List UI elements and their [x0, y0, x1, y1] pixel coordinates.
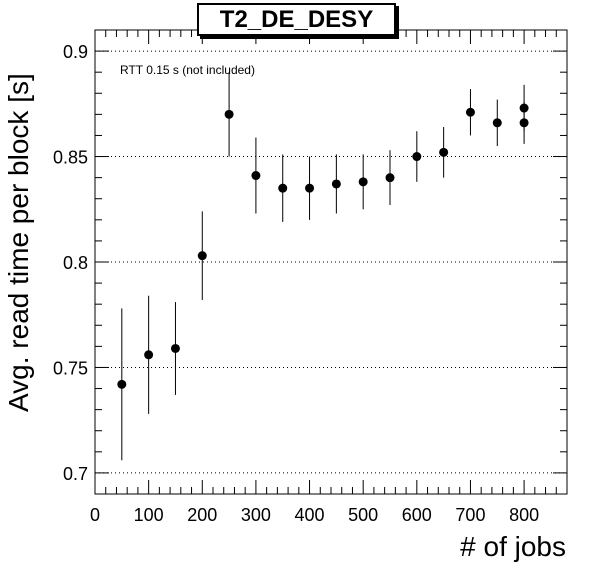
data-point — [465, 107, 475, 117]
data-point — [358, 177, 368, 187]
annotation: RTT 0.15 s (not included) — [120, 63, 255, 77]
y-tick-label: 0.85 — [53, 148, 88, 168]
y-tick-label: 0.8 — [63, 253, 88, 273]
grid-lines — [95, 50, 567, 474]
x-tick-label: 800 — [509, 505, 539, 525]
x-tick-label: 500 — [348, 505, 378, 525]
data-point — [197, 251, 207, 261]
data-point — [144, 350, 154, 360]
data-point — [412, 152, 422, 162]
y-tick-label: 0.9 — [63, 42, 88, 62]
y-tick-label: 0.7 — [63, 464, 88, 484]
x-tick-label: 700 — [455, 505, 485, 525]
data-point — [305, 183, 315, 193]
data-point — [251, 171, 261, 181]
x-tick-label: 100 — [134, 505, 164, 525]
data-points — [117, 72, 529, 461]
x-tick-label: 600 — [402, 505, 432, 525]
data-point — [519, 118, 529, 128]
data-point — [492, 118, 502, 128]
x-tick-label: 0 — [90, 505, 100, 525]
x-tick-label: 400 — [295, 505, 325, 525]
x-axis-label: # of jobs — [460, 531, 566, 562]
y-tick-label: 0.75 — [53, 358, 88, 378]
y-axis-label: Avg. read time per block [s] — [3, 73, 34, 412]
data-point — [331, 179, 341, 189]
chart-title: T2_DE_DESY — [197, 3, 396, 36]
x-tick-label: 300 — [241, 505, 271, 525]
data-point — [439, 147, 449, 157]
x-tick-labels: 0 100 200 300 400 500 600 700 800 — [90, 505, 539, 525]
data-point — [224, 109, 234, 119]
y-axis-ticks — [95, 29, 567, 495]
data-point — [117, 379, 127, 389]
data-point — [278, 183, 288, 193]
x-tick-label: 200 — [187, 505, 217, 525]
data-point — [170, 343, 180, 353]
y-tick-labels: 0.7 0.75 0.8 0.85 0.9 — [53, 42, 88, 484]
data-point — [385, 173, 395, 183]
